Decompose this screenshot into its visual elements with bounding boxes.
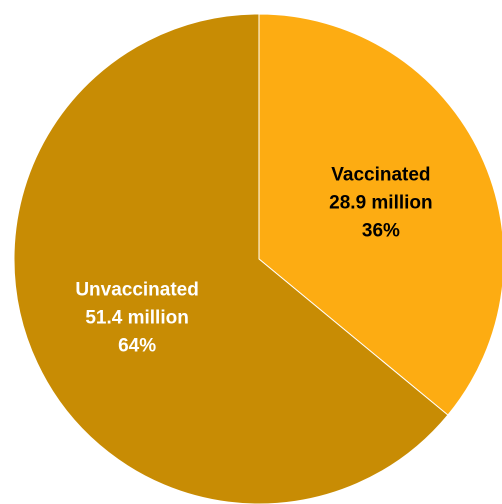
pie-labels: Vaccinated 28.9 million 36% Unvaccinated 51.… [75, 165, 432, 357]
pie-label-unvaccinated: Unvaccinated 51.4 million 64% [75, 279, 199, 356]
pie-label-percent: 64% [118, 335, 156, 356]
pie-label-name: Vaccinated [331, 165, 430, 186]
pie-slice-unvaccinated [13, 13, 449, 504]
pie-slices [13, 13, 502, 504]
pie-label-value: 28.9 million [329, 193, 432, 214]
pie-slice-vaccinated [258, 13, 502, 416]
pie-label-percent: 36% [362, 221, 400, 242]
pie-label-value: 51.4 million [85, 307, 188, 328]
pie-label-name: Unvaccinated [75, 279, 199, 300]
pie-label-vaccinated: Vaccinated 28.9 million 36% [329, 165, 432, 242]
